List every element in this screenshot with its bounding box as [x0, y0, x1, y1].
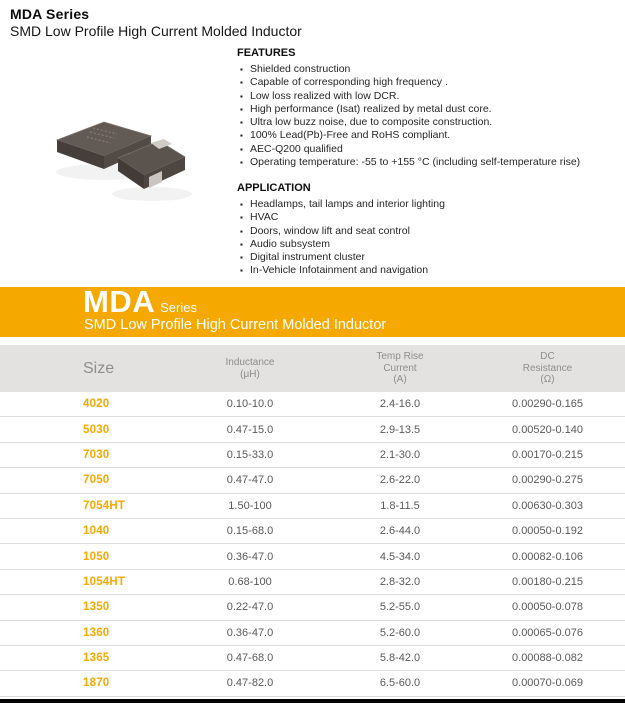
spec-table-row: 1050 0.36-47.0 4.5-34.0 0.00082-0.106	[0, 544, 625, 570]
inductor-image	[55, 121, 192, 201]
cell-temp_rise_current: 2.9-13.5	[379, 423, 421, 436]
size-code-link[interactable]: 1360	[83, 626, 110, 639]
bullet-item: 100% Lead(Pb)-Free and RoHS compliant.	[237, 129, 623, 143]
cell-inductance: 0.47-68.0	[226, 652, 274, 665]
bullet-item: Operating temperature: -55 to +155 °C (i…	[237, 156, 623, 170]
features-section: FEATURES Shielded constructionCapable of…	[237, 47, 623, 170]
column-header-temp_rise_current: Temp Rise Current (A)	[376, 351, 424, 386]
application-section: APPLICATION Headlamps, tail lamps and in…	[237, 182, 623, 278]
features-heading: FEATURES	[237, 47, 296, 59]
series-banner: MDA Series SMD Low Profile High Current M…	[0, 284, 625, 337]
product-photo	[52, 110, 207, 210]
cell-inductance: 0.47-47.0	[226, 474, 274, 487]
spec-table-body: 4020 0.10-10.0 2.4-16.0 0.00290-0.165 5030 0.…	[0, 392, 625, 697]
cell-inductance: 0.10-10.0	[226, 398, 274, 411]
application-heading: APPLICATION	[237, 182, 311, 194]
size-code-link[interactable]: 4020	[83, 398, 110, 411]
inductor-chip-left	[55, 121, 153, 169]
banner-subtitle: SMD Low Profile High Current Molded Indu…	[84, 317, 387, 333]
cell-dc_resistance: 0.00050-0.078	[512, 601, 583, 614]
size-code-link[interactable]: 1040	[83, 525, 110, 538]
column-header-inductance: Inductance (μH)	[225, 357, 275, 380]
bullet-item: Audio subsystem	[237, 238, 623, 252]
banner-series-name: MDA	[83, 284, 156, 319]
banner-series-suffix: Series	[160, 300, 197, 315]
bullet-item: Ultra low buzz noise, due to composite c…	[237, 116, 623, 130]
spec-table-row: 1350 0.22-47.0 5.2-55.0 0.00050-0.078	[0, 595, 625, 621]
cell-temp_rise_current: 5.8-42.0	[379, 652, 421, 665]
spec-table-row: 1870 0.47-82.0 6.5-60.0 0.00070-0.069	[0, 671, 625, 697]
cell-temp_rise_current: 5.2-55.0	[379, 601, 421, 614]
size-code-link[interactable]: 1870	[83, 677, 110, 690]
size-code-link[interactable]: 1365	[83, 652, 110, 665]
bullet-item: Headlamps, tail lamps and interior light…	[237, 198, 623, 212]
cell-inductance: 0.36-47.0	[226, 550, 274, 563]
cell-dc_resistance: 0.00630-0.303	[512, 499, 583, 512]
cell-dc_resistance: 0.00082-0.106	[512, 550, 583, 563]
page-subtitle: SMD Low Profile High Current Molded Indu…	[10, 23, 302, 39]
cell-inductance: 0.22-47.0	[226, 601, 274, 614]
cell-dc_resistance: 0.00065-0.076	[512, 626, 583, 639]
cell-inductance: 0.68-100	[228, 575, 272, 588]
cell-inductance: 0.15-68.0	[226, 525, 274, 538]
bullet-item: AEC-Q200 qualified	[237, 143, 623, 157]
bullet-item: HVAC	[237, 211, 623, 225]
size-code-link[interactable]: 1054HT	[83, 575, 126, 588]
bullet-item: Doors, window lift and seat control	[237, 225, 623, 239]
size-code-link[interactable]: 5030	[83, 423, 110, 436]
cell-temp_rise_current: 6.5-60.0	[379, 677, 421, 690]
cell-inductance: 1.50-100	[228, 499, 272, 512]
spec-table-row: 7054HT 1.50-100 1.8-11.5 0.00630-0.303	[0, 494, 625, 519]
cell-temp_rise_current: 2.4-16.0	[379, 398, 421, 411]
size-code-link[interactable]: 1050	[83, 550, 110, 563]
bullet-item: In-Vehicle Infotainment and navigation	[237, 264, 623, 278]
cell-temp_rise_current: 2.6-44.0	[379, 525, 421, 538]
spec-table-row: 1365 0.47-68.0 5.8-42.0 0.00088-0.082	[0, 646, 625, 672]
size-code-link[interactable]: 7054HT	[83, 499, 126, 512]
cell-dc_resistance: 0.00170-0.215	[512, 448, 583, 461]
cell-dc_resistance: 0.00088-0.082	[512, 652, 583, 665]
cell-temp_rise_current: 2.1-30.0	[379, 448, 421, 461]
bullet-item: Digital instrument cluster	[237, 251, 623, 265]
banner-series-title: MDA Series	[83, 284, 197, 320]
spec-table-row: 7050 0.47-47.0 2.6-22.0 0.00290-0.275	[0, 468, 625, 494]
cell-inductance: 0.15-33.0	[226, 448, 274, 461]
cell-inductance: 0.47-15.0	[226, 423, 274, 436]
features-list: Shielded constructionCapable of correspo…	[237, 63, 623, 170]
spec-table-header: Size Inductance (μH) Temp Rise Current (A) DC R…	[0, 345, 625, 392]
column-header-size: Size	[83, 359, 115, 377]
cell-temp_rise_current: 2.8-32.0	[379, 575, 421, 588]
spec-table-row: 5030 0.47-15.0 2.9-13.5 0.00520-0.140	[0, 417, 625, 443]
spec-table-row: 1040 0.15-68.0 2.6-44.0 0.00050-0.192	[0, 519, 625, 545]
size-code-link[interactable]: 7030	[83, 448, 110, 461]
size-code-link[interactable]: 1350	[83, 601, 110, 614]
application-list: Headlamps, tail lamps and interior light…	[237, 198, 623, 278]
bullet-item: Low loss realized with low DCR.	[237, 90, 623, 104]
bullet-item: High performance (Isat) realized by meta…	[237, 103, 623, 117]
spec-table-row: 4020 0.10-10.0 2.4-16.0 0.00290-0.165	[0, 392, 625, 418]
cell-temp_rise_current: 5.2-60.0	[379, 626, 421, 639]
bottom-border-bar	[0, 699, 625, 703]
bullet-item: Capable of corresponding high frequency …	[237, 76, 623, 90]
cell-dc_resistance: 0.00520-0.140	[512, 423, 583, 436]
inductor-chip-right	[117, 139, 186, 189]
cell-dc_resistance: 0.00290-0.165	[512, 398, 583, 411]
cell-dc_resistance: 0.00070-0.069	[512, 677, 583, 690]
cell-temp_rise_current: 1.8-11.5	[380, 499, 420, 512]
spec-table-row: 1054HT 0.68-100 2.8-32.0 0.00180-0.215	[0, 570, 625, 596]
column-header-dc_resistance: DC Resistance (Ω)	[522, 351, 573, 386]
page-title: MDA Series	[10, 6, 90, 22]
cell-dc_resistance: 0.00290-0.275	[512, 474, 583, 487]
cell-inductance: 0.36-47.0	[226, 626, 274, 639]
spec-table-row: 7030 0.15-33.0 2.1-30.0 0.00170-0.215	[0, 443, 625, 469]
cell-inductance: 0.47-82.0	[226, 677, 274, 690]
cell-temp_rise_current: 2.6-22.0	[379, 474, 421, 487]
bullet-item: Shielded construction	[237, 63, 623, 77]
size-code-link[interactable]: 7050	[83, 474, 110, 487]
cell-dc_resistance: 0.00050-0.192	[512, 525, 583, 538]
cell-dc_resistance: 0.00180-0.215	[512, 575, 583, 588]
spec-table-row: 1360 0.36-47.0 5.2-60.0 0.00065-0.076	[0, 621, 625, 646]
cell-temp_rise_current: 4.5-34.0	[379, 550, 421, 563]
